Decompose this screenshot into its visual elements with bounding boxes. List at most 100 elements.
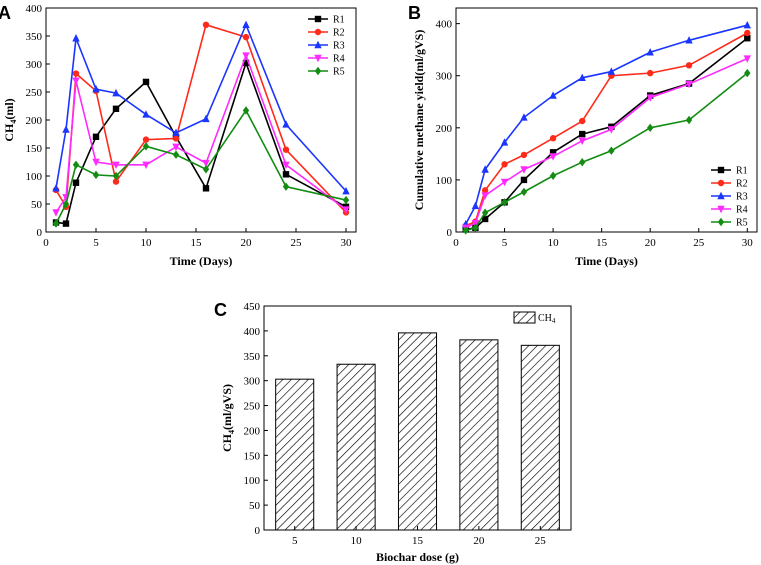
data-point [462,226,469,235]
data-point [202,165,210,174]
data-point [520,187,528,197]
data-point [142,161,150,169]
legend-item-r2: R2 [308,28,345,39]
data-point [501,161,508,168]
y-tick-label: 0 [255,525,261,537]
x-tick-label: 15 [596,237,608,249]
data-point [242,106,250,115]
series-line [55,23,347,213]
legend-marker [314,15,322,23]
data-point [646,48,654,56]
data-point [500,178,509,187]
data-point [500,138,509,146]
series-line [465,72,748,232]
y-tick-label: 200 [244,425,261,437]
series-line [465,32,748,227]
legend-label: R4 [333,54,345,65]
legend: CH4 [513,311,556,325]
bar-15 [397,332,438,531]
data-point [646,94,654,102]
data-point [172,143,180,152]
data-point [342,186,350,195]
data-point [72,160,80,169]
y-tick-label: 250 [244,401,261,413]
data-point [52,184,60,192]
bar-20 [459,339,499,531]
data-point [607,126,616,134]
data-point [202,21,210,28]
x-tick-label: 10 [548,237,560,249]
x-tick-label: 20 [241,237,253,249]
data-point [481,187,489,194]
data-point [92,133,100,140]
legend-label: R4 [736,205,748,216]
panel-letter: C [214,300,227,320]
legend-item-r3: R3 [711,192,748,203]
data-point [282,120,290,128]
legend-swatch [513,311,536,324]
data-point [142,110,150,118]
data-point [549,149,557,156]
panel-letter: B [408,3,421,23]
data-point [685,115,693,125]
bar-10 [336,363,376,531]
legend-item-r3: R3 [308,41,345,52]
data-point [282,171,290,178]
y-axis-title: CH4(ml) [2,98,18,141]
series-r5 [52,106,350,228]
legend-marker [717,217,725,227]
chart-panel-a: 0 5 10 15 20 25 30050100150200250300350400Time… [0,3,357,268]
y-tick-label: 100 [436,175,453,187]
x-axis-title: Time (Days) [575,254,638,268]
data-point [112,105,120,112]
legend-label: CH4 [538,313,556,325]
data-point [607,67,616,75]
legend-marker [717,205,725,214]
x-tick-label: 20 [645,237,657,249]
x-tick-label: 25 [535,535,547,547]
data-point [481,192,489,200]
data-point [520,176,528,184]
x-tick-label: 10 [141,237,153,249]
y-tick-label: 350 [26,31,43,43]
data-point [172,128,180,137]
bar-25 [520,344,560,531]
data-point [142,136,150,143]
y-tick-label: 100 [244,475,261,487]
x-axis-title: Biochar dose (g) [376,550,459,564]
legend-marker [314,66,322,76]
bar-5 [275,378,315,531]
x-axis-title: Time (Days) [170,254,233,268]
data-point [52,209,60,217]
data-point [579,157,586,167]
series-r3 [462,20,751,228]
panel-letter: A [0,3,11,23]
legend-label: R1 [736,166,748,177]
x-tick-label: 25 [291,237,303,249]
series-r5 [462,68,751,235]
data-point [549,91,557,99]
data-point [744,29,751,37]
data-point [481,165,489,173]
data-point [282,161,290,169]
x-tick-label: 15 [191,237,203,249]
data-point [52,219,60,228]
legend-item-r1: R1 [308,15,345,26]
y-tick-label: 100 [26,171,43,183]
x-tick-label: 0 [453,237,459,249]
data-point [242,59,250,67]
data-point [112,161,120,169]
legend-marker [314,28,322,36]
x-tick-label: 20 [473,535,485,547]
data-point [92,85,100,93]
data-point [743,55,751,63]
data-point [520,151,528,159]
data-point [72,77,80,85]
legend-item-r2: R2 [711,179,748,190]
legend-label: R3 [736,192,748,203]
data-point [242,52,250,60]
series-r4 [462,55,751,233]
data-point [72,34,80,42]
